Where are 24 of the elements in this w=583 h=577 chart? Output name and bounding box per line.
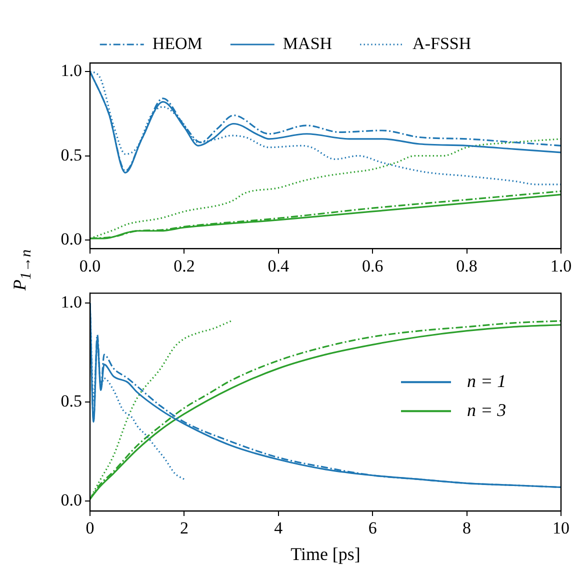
x-tick-label: 2 xyxy=(180,518,188,538)
x-tick-label: 0.2 xyxy=(174,256,195,276)
legend-label: A-FSSH xyxy=(412,34,472,53)
y-tick-label: 0.0 xyxy=(60,230,82,249)
legend-label: MASH xyxy=(282,34,332,53)
y-tick-label: 1.0 xyxy=(60,292,82,312)
x-tick-label: 0.6 xyxy=(362,256,384,276)
x-tick-label: 10 xyxy=(552,518,570,538)
x-tick-label: 4 xyxy=(274,518,284,538)
x-tick-label: 0.8 xyxy=(456,256,478,276)
x-axis-title: Time [ps] xyxy=(290,544,360,564)
x-tick-label: 1.0 xyxy=(550,256,572,276)
y-tick-label: 0.0 xyxy=(60,490,82,510)
y-tick-label: 1.0 xyxy=(60,60,82,80)
x-tick-label: 0 xyxy=(86,518,94,538)
y-tick-label: 0.5 xyxy=(60,145,82,164)
legend-label: n = 3 xyxy=(467,400,506,420)
legend-label: HEOM xyxy=(152,34,202,53)
y-tick-label: 0.5 xyxy=(60,392,82,411)
legend-label: n = 1 xyxy=(467,370,506,391)
x-tick-label: 0.4 xyxy=(268,256,290,276)
x-tick-label: 0.0 xyxy=(79,256,101,276)
x-tick-label: 6 xyxy=(368,518,377,538)
x-tick-label: 8 xyxy=(462,518,472,538)
